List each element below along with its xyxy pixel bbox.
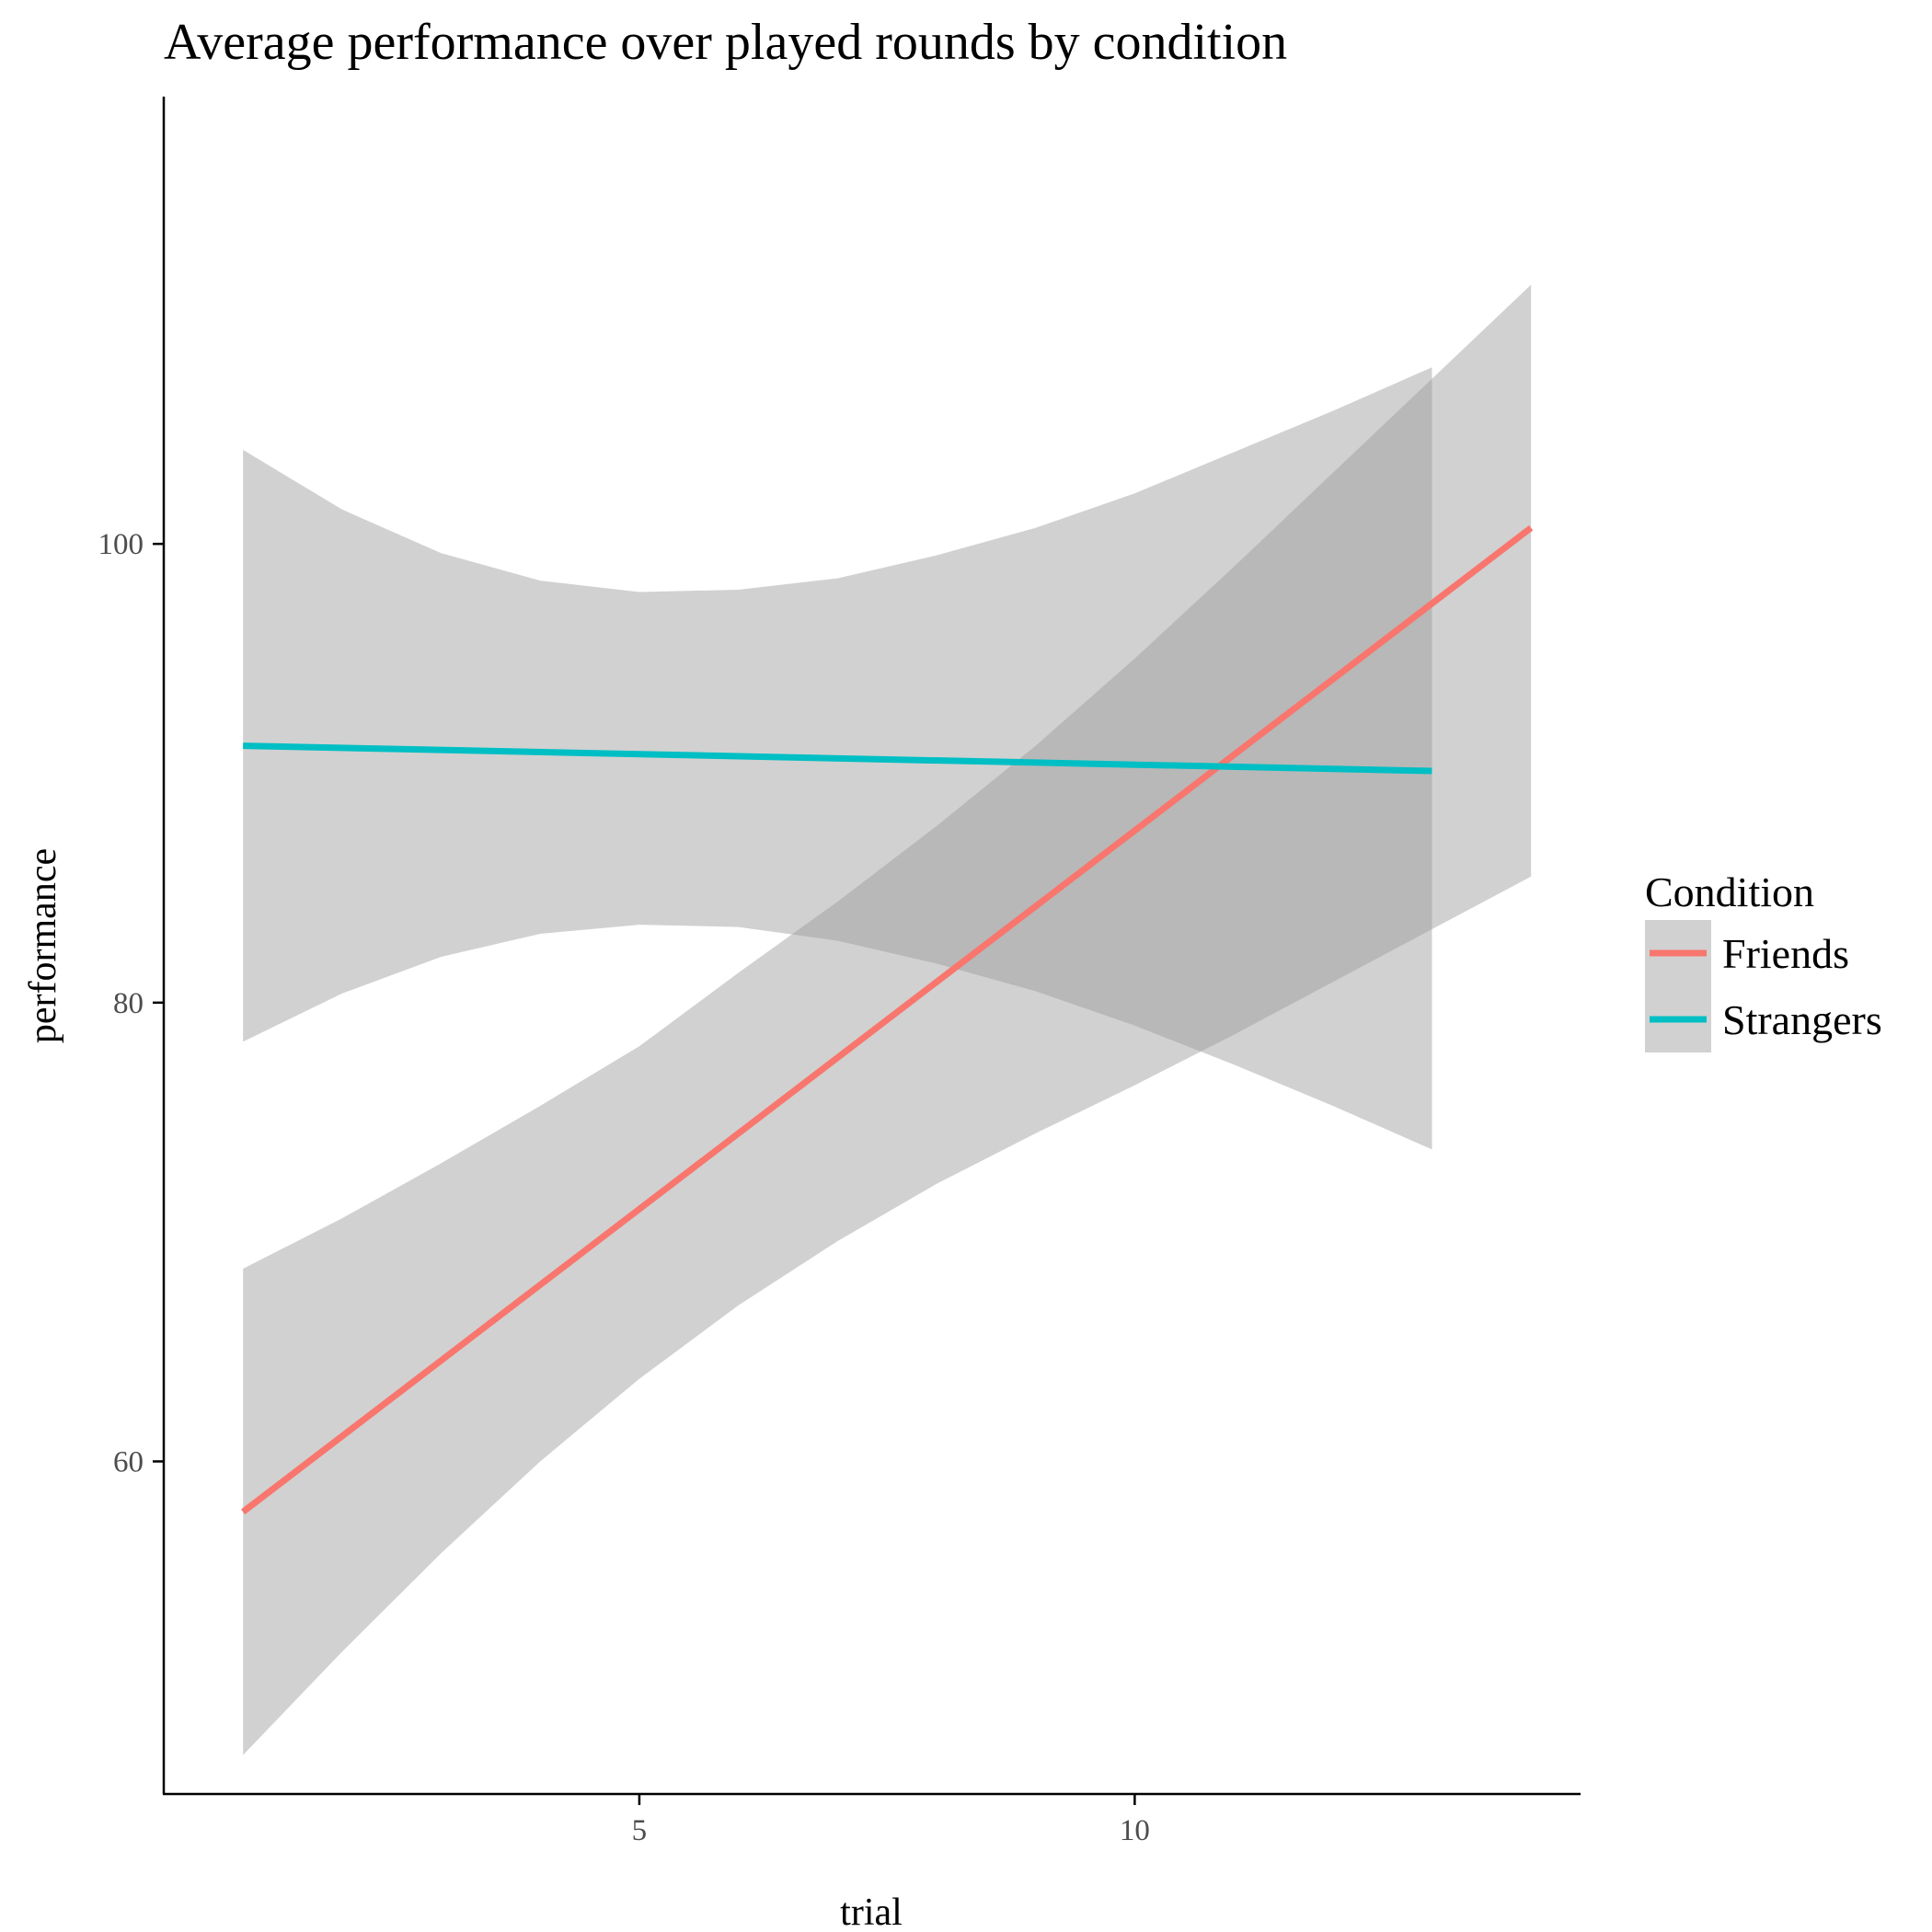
legend-label-friends: Friends bbox=[1722, 930, 1849, 977]
axis-ticks: 5 10 60 80 100 bbox=[98, 528, 1150, 1847]
legend-label-strangers: Strangers bbox=[1722, 996, 1882, 1043]
legend-title: Condition bbox=[1645, 868, 1814, 915]
y-tick-label: 100 bbox=[98, 528, 144, 561]
legend: Condition Friends Strangers bbox=[1645, 868, 1882, 1052]
chart-title: Average performance over played rounds b… bbox=[164, 14, 1287, 71]
x-tick-label: 5 bbox=[632, 1814, 648, 1847]
series-line-strangers bbox=[243, 742, 1432, 775]
x-axis-title: trial bbox=[840, 1892, 903, 1932]
y-tick-label: 80 bbox=[113, 987, 144, 1020]
series-line-friends bbox=[241, 524, 1534, 1515]
y-tick-label: 60 bbox=[113, 1445, 144, 1478]
y-axis-title: performance bbox=[22, 848, 64, 1043]
series-lines bbox=[241, 524, 1534, 1515]
x-tick-label: 10 bbox=[1120, 1814, 1150, 1847]
